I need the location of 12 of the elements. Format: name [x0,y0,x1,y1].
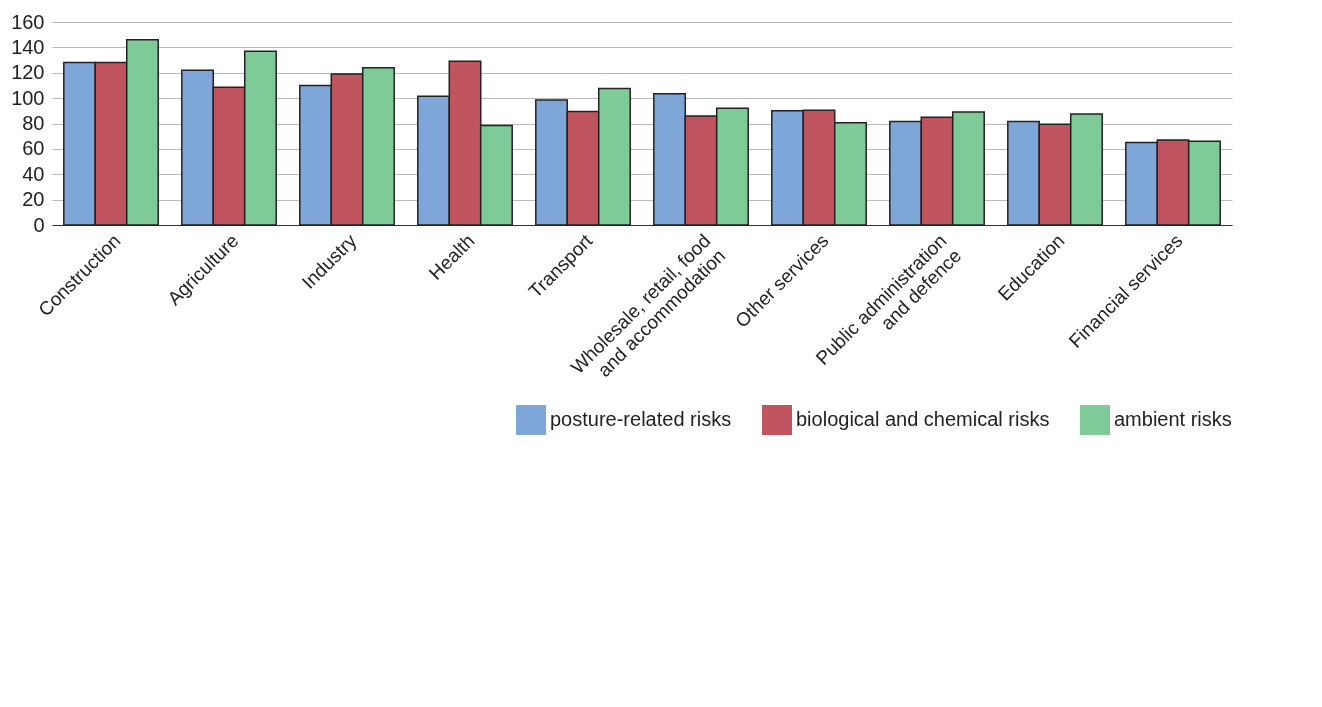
legend-label: posture-related risks [550,408,732,430]
y-tick-label: 120 [11,61,45,84]
y-tick-label: 160 [11,10,45,33]
y-tick-label: 20 [22,188,45,211]
y-tick-label: 140 [11,35,45,58]
y-tick-label: 100 [11,86,45,109]
y-tick-label: 0 [33,213,45,236]
legend-label: ambient risks [1114,408,1232,430]
legend-label: biological and chemical risks [796,408,1050,430]
y-tick-label: 60 [22,137,45,160]
y-tick-label: 80 [22,112,45,134]
y-tick-label: 40 [22,162,45,185]
